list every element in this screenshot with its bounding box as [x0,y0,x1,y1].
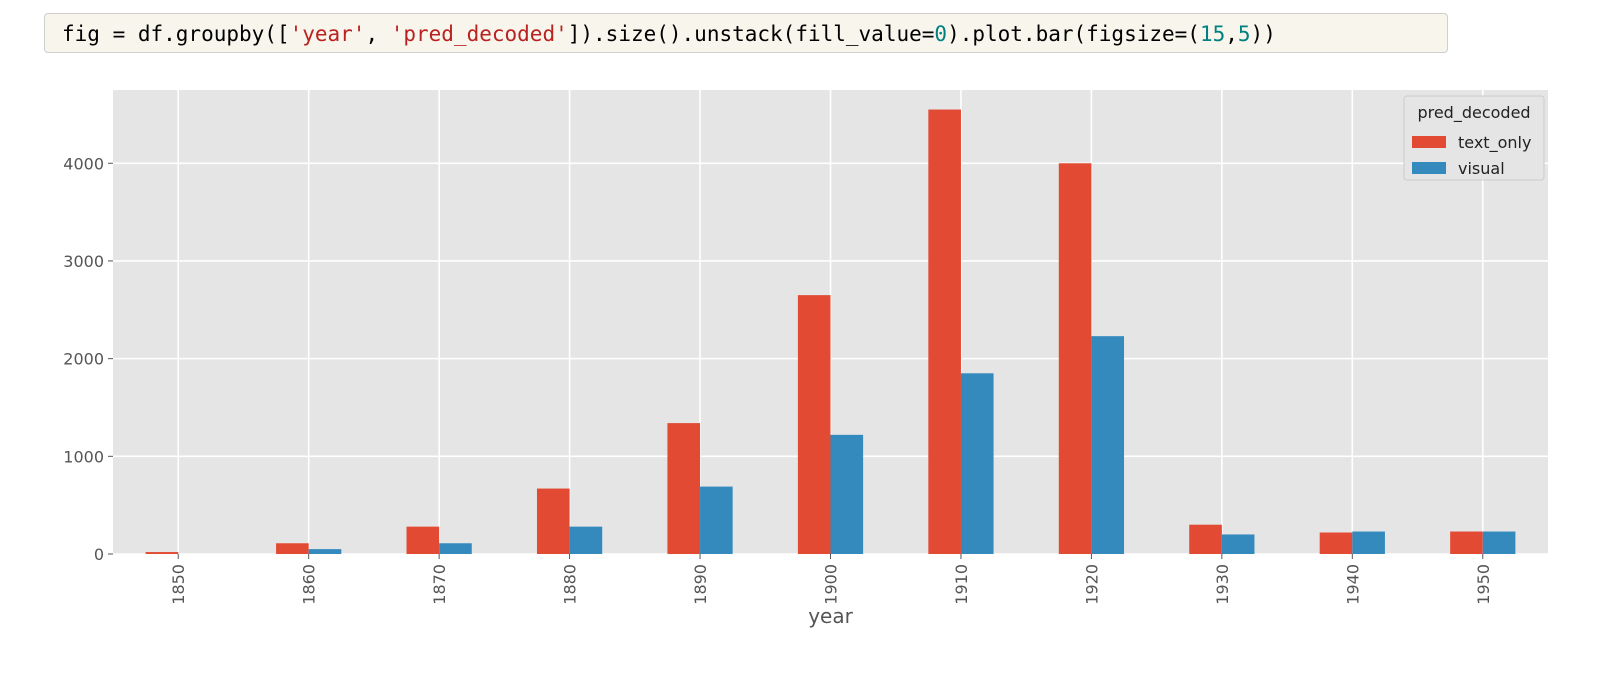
legend-title: pred_decoded [1417,103,1530,123]
bar-text_only-1890 [667,423,701,554]
code-string: 'year' [289,22,366,46]
bar-visual-1910 [960,373,994,554]
bar-visual-1860 [308,549,342,554]
bar-text_only-1860 [276,543,309,554]
code-token: )) [1250,22,1276,46]
bar-text_only-1950 [1450,531,1483,554]
x-tick-label: 1950 [1474,564,1493,605]
y-tick-label: 4000 [63,154,104,173]
bar-visual-1890 [700,486,733,554]
y-tick-label: 0 [94,545,104,564]
bar-visual-1920 [1091,336,1125,554]
code-number: 15 [1199,22,1226,46]
x-tick-label: 1900 [822,564,841,605]
bar-text_only-1920 [1058,163,1092,554]
bar-text_only-1880 [536,488,570,554]
y-tick-label: 1000 [63,447,104,466]
y-tick-label: 2000 [63,350,104,369]
bar-text_only-1900 [797,295,831,554]
bar-visual-1930 [1221,534,1255,554]
x-tick-label: 1940 [1343,564,1362,605]
code-token: , [365,22,391,46]
x-tick-label: 1890 [691,564,710,605]
x-tick-label: 1870 [430,564,449,605]
code-string: 'pred_decoded' [390,22,568,46]
legend-swatch-text_only [1412,136,1446,148]
x-tick-label: 1910 [952,564,971,605]
bar-visual-1950 [1482,531,1516,554]
bar-text_only-1910 [928,109,961,555]
x-tick-label: 1930 [1213,564,1232,605]
legend-label-text_only: text_only [1458,133,1531,153]
bar-text_only-1930 [1189,524,1222,554]
bar-chart: 0 1000 2000 3000 4000 1850 1860 1870 1880 1890 190… [63,90,1548,628]
y-tick-label: 3000 [63,252,104,271]
legend-swatch-visual [1412,162,1446,174]
legend-box [1403,95,1545,181]
bar-visual-1940 [1352,531,1385,554]
bar-text_only-1940 [1319,532,1353,554]
code-token: ).plot.bar(figsize=( [947,22,1200,46]
code-number: 5 [1237,22,1251,46]
code-token: fig = df.groupby([ [62,22,290,46]
code-cell[interactable]: fig = df.groupby(['year', 'pred_decoded'… [44,13,1448,53]
x-axis-label: year [808,604,853,628]
x-tick-label: 1880 [561,564,580,605]
x-tick-label: 1850 [169,564,188,605]
bar-visual-1900 [830,434,864,554]
legend-label-visual: visual [1458,159,1505,178]
x-tick-label: 1860 [300,564,319,605]
code-number: 0 [934,22,948,46]
bar-text_only-1850 [145,552,179,554]
x-tick-label: 1920 [1082,564,1101,605]
code-token: , [1225,22,1238,46]
code-token: ]).size().unstack(fill_value= [567,22,935,46]
bar-text_only-1870 [406,526,440,554]
bar-visual-1870 [439,543,472,554]
bar-visual-1880 [569,526,603,554]
